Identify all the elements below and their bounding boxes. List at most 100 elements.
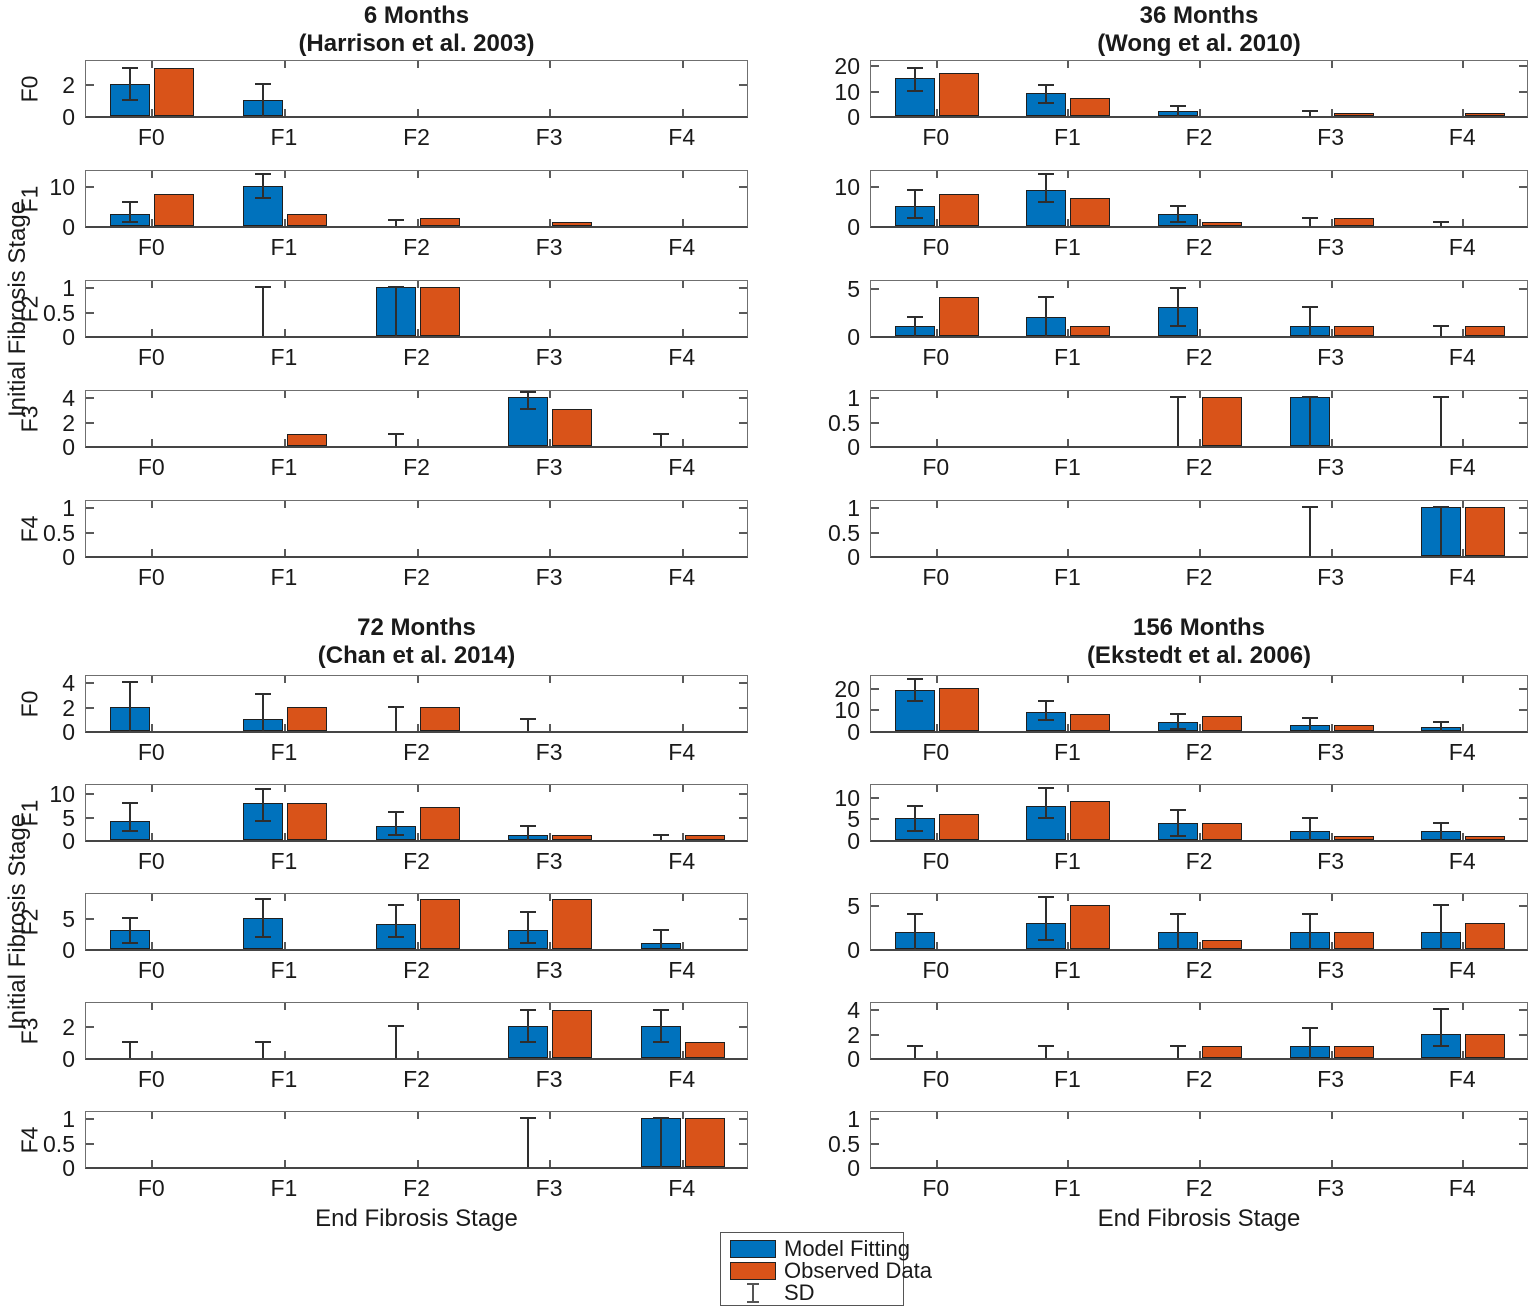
y-tick-label: 4 — [62, 385, 75, 412]
y-tick-label: 5 — [847, 806, 860, 833]
error-bar-cap — [1170, 712, 1186, 715]
x-tick-label: F3 — [535, 957, 563, 983]
y-tick-mark — [871, 905, 879, 908]
y-tick-mark — [1519, 687, 1527, 690]
x-tick-label: F1 — [1053, 739, 1081, 765]
panel-bottom-right: 156 Months (Ekstedt et al. 2006) 0 10 20 F0 F1… — [770, 598, 1535, 1309]
row-label: F0 — [16, 690, 43, 718]
y-tick-mark — [1519, 1009, 1527, 1012]
x-tick-label: F1 — [1053, 124, 1081, 150]
subplot-box — [85, 1002, 748, 1060]
y-tick-label: 1 — [847, 385, 860, 412]
error-bar-cap — [1433, 396, 1450, 399]
group-subtitle: (Wong et al. 2010) — [1097, 30, 1301, 57]
error-bar — [913, 67, 916, 91]
group-title: 72 Months — [357, 614, 476, 641]
error-bar-cap — [254, 693, 271, 696]
x-tick-mark — [151, 894, 154, 901]
x-tick-mark — [1067, 1051, 1070, 1058]
error-bar-cap — [652, 432, 669, 435]
error-bar — [394, 812, 397, 836]
y-tick-label: 0 — [847, 104, 860, 130]
error-bar — [1308, 110, 1311, 116]
x-tick-mark — [416, 171, 419, 178]
x-tick-mark — [151, 281, 154, 288]
error-bar-cap — [1301, 396, 1318, 399]
x-tick-label: F3 — [535, 344, 563, 370]
x-tick-label: F0 — [922, 454, 950, 480]
x-tick-mark — [283, 501, 286, 508]
x-tick-label: F3 — [1317, 454, 1345, 480]
y-tick-mark — [86, 311, 94, 314]
error-bar-cap — [1433, 1044, 1450, 1047]
bar-observed — [419, 706, 460, 731]
bar-observed — [938, 72, 979, 116]
x-tick-label: F4 — [1448, 234, 1476, 260]
x-tick-mark — [1199, 329, 1201, 336]
y-tick-label: 0.5 — [43, 299, 75, 326]
y-tick-mark — [739, 1118, 747, 1121]
legend-label-sd: SD — [784, 1279, 815, 1305]
x-tick-mark — [283, 1051, 286, 1058]
y-tick-mark — [1519, 1033, 1527, 1036]
y-tick-label: 2 — [62, 409, 75, 436]
y-tick-mark — [871, 1033, 879, 1036]
error-bar-cap — [1433, 904, 1450, 907]
bar-observed — [419, 287, 460, 336]
x-tick-label: F2 — [403, 564, 430, 590]
x-tick-mark — [681, 61, 684, 68]
error-bar-cap — [1038, 895, 1055, 898]
x-tick-mark — [416, 676, 419, 683]
x-tick-label: F0 — [922, 1175, 950, 1201]
error-bar — [1177, 287, 1179, 327]
x-tick-label: F1 — [1053, 957, 1081, 983]
y-tick-mark — [871, 186, 879, 188]
error-bar-cap — [906, 1044, 923, 1047]
x-tick-mark — [416, 894, 419, 901]
x-tick-mark — [151, 171, 154, 178]
x-tick-mark — [151, 391, 154, 398]
error-bar — [1440, 397, 1443, 446]
error-bar-cap — [520, 1041, 537, 1043]
x-tick-label: F0 — [922, 957, 950, 983]
error-bar-cap — [906, 830, 923, 833]
error-bar-cap — [1301, 717, 1318, 720]
x-tick-label: F2 — [403, 344, 430, 370]
x-tick-mark — [1199, 171, 1201, 178]
error-bar — [1440, 507, 1443, 556]
error-bar-cap — [122, 1041, 139, 1043]
sd-errorbar-icon — [730, 1282, 776, 1303]
y-tick-label: 0 — [62, 104, 75, 130]
error-bar — [261, 84, 264, 116]
x-tick-mark — [283, 676, 286, 683]
y-tick-label: 0 — [62, 434, 75, 460]
bar-observed — [419, 899, 460, 949]
x-tick-label: F2 — [403, 848, 430, 874]
x-tick-mark — [935, 439, 938, 446]
error-bar-cap — [520, 1117, 537, 1120]
x-tick-mark — [416, 1003, 419, 1010]
bar-observed — [286, 433, 327, 446]
x-tick-mark — [935, 942, 938, 949]
y-tick-label: 2 — [62, 694, 75, 721]
error-bar-cap — [387, 834, 404, 837]
y-tick-mark — [1519, 818, 1527, 821]
y-tick-mark — [1519, 709, 1527, 712]
x-tick-mark — [681, 1112, 684, 1119]
error-bar — [1308, 218, 1311, 226]
x-tick-mark — [935, 724, 938, 731]
subplot-box — [870, 1111, 1528, 1169]
observed-data-swatch-icon — [730, 1261, 776, 1280]
error-bar — [659, 1010, 662, 1042]
error-bar-cap — [652, 929, 669, 932]
subplot-box — [870, 675, 1528, 733]
legend-label-model-fitting: Model Fitting — [784, 1235, 910, 1261]
x-tick-mark — [1462, 549, 1465, 556]
error-bar — [527, 911, 530, 943]
x-tick-mark — [283, 1112, 286, 1119]
error-bar — [1440, 905, 1443, 949]
y-tick-mark — [1519, 421, 1527, 424]
y-tick-label: 0.5 — [828, 519, 860, 546]
x-tick-label: F2 — [1185, 739, 1213, 765]
x-tick-mark — [681, 785, 684, 792]
